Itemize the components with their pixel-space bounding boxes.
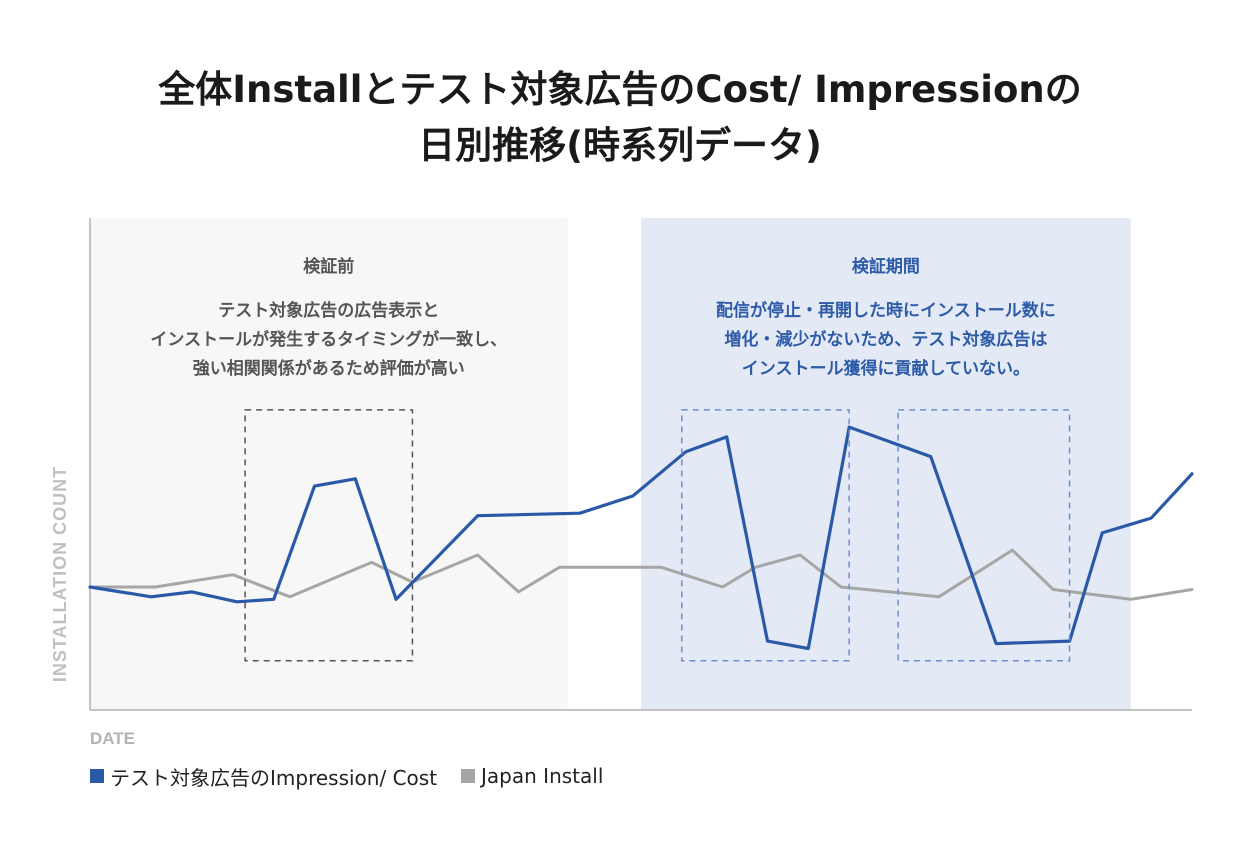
highlight-box-during-drop-2 [897, 409, 1071, 662]
region-during [641, 218, 1131, 710]
legend-item-impression: テスト対象広告のImpression/ Cost [90, 762, 437, 791]
y-axis-label: INSTALLATION COUNT [50, 466, 70, 682]
region-before [90, 218, 568, 710]
region-text-line: 配信が停止・再開した時にインストール数に [716, 300, 1056, 321]
legend: テスト対象広告のImpression/ Cost Japan Install [90, 762, 627, 790]
legend-swatch-japan-install [461, 769, 476, 783]
region-heading-during: 検証期間 [852, 256, 920, 277]
region-text-line: 増化・減少がないため、テスト対象広告は [724, 329, 1047, 350]
chart-title: 全体Installとテスト対象広告のCost/ Impressionの 日別推移… [158, 68, 1082, 167]
region-text-line: インストールが発生するタイミングが一致し、 [150, 329, 507, 350]
region-text-line: テスト対象広告の広告表示と [218, 300, 439, 321]
region-text-line: 強い相関関係があるため評価が高い [193, 358, 465, 379]
region-heading-before: 検証前 [303, 256, 354, 277]
legend-swatch-impression [90, 769, 104, 783]
legend-label-impression: テスト対象広告のImpression/ Cost [110, 765, 438, 790]
legend-item-japan-install: Japan Install [461, 764, 603, 788]
series-line-impression [88, 425, 1194, 651]
series-line-japan-install [88, 548, 1194, 601]
region-text-line: インストール獲得に貢献していない。 [742, 358, 1030, 379]
x-axis-label: DATE [90, 729, 135, 748]
legend-label-japan-install: Japan Install [481, 764, 604, 788]
